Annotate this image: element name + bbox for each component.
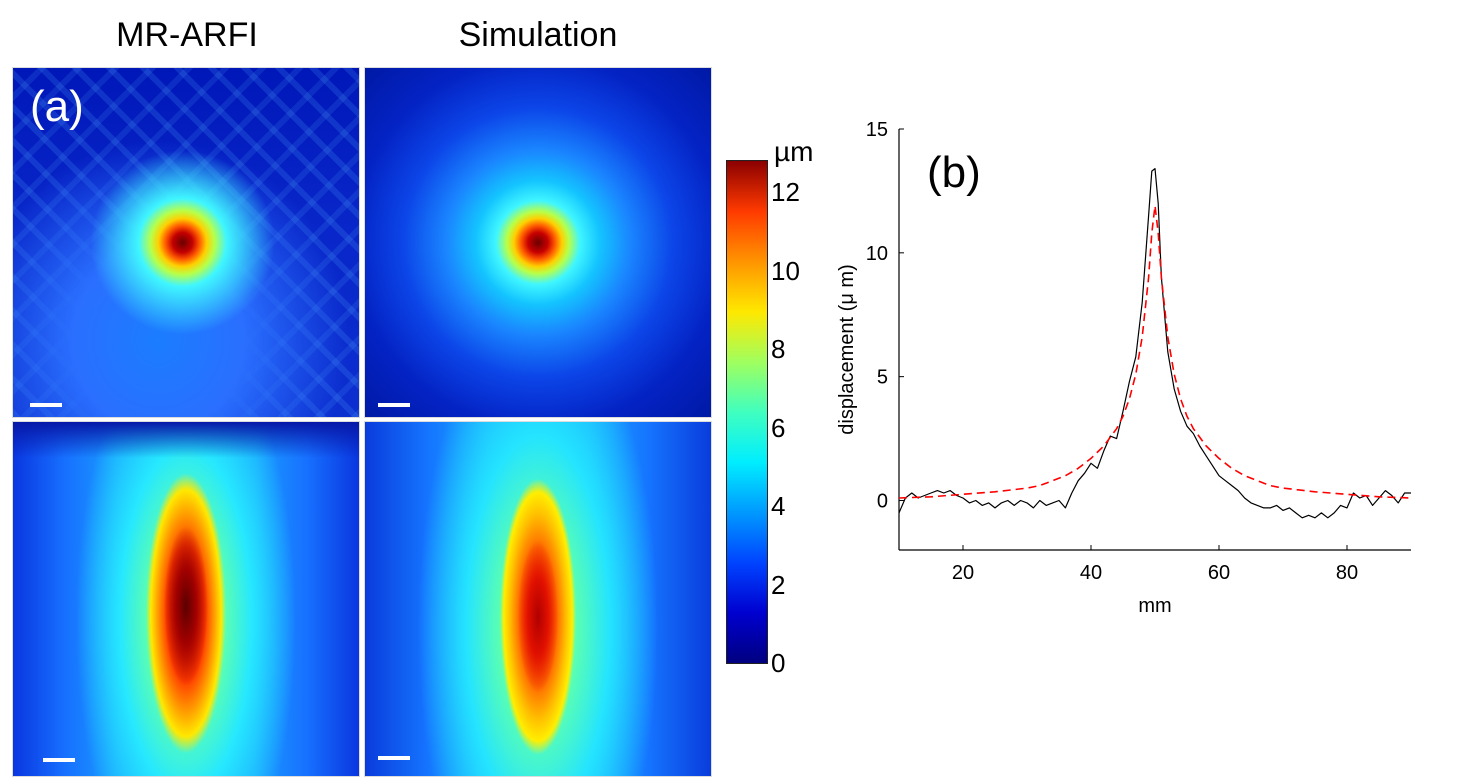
x-tick-label: 80	[1336, 562, 1358, 584]
y-tick-label: 10	[866, 243, 888, 265]
colorbar-tick-label: 4	[771, 491, 786, 522]
panel-label-a: (a)	[30, 82, 84, 131]
panel-label-b: (b)	[927, 148, 981, 197]
x-tick-label: 40	[1080, 562, 1102, 584]
colorbar-unit: µm	[774, 136, 814, 167]
y-tick-label: 15	[866, 119, 888, 141]
colorbar-tick-label: 0	[771, 648, 786, 678]
x-tick-label: 60	[1208, 562, 1230, 584]
series-line-mr-arfi	[898, 168, 1411, 519]
simulation-axial-map	[364, 67, 712, 418]
column-title-simulation: Simulation	[458, 16, 618, 54]
x-tick-label: 20	[952, 562, 974, 584]
colorbar-tick-label: 10	[771, 255, 800, 286]
colorbar	[726, 160, 768, 664]
simulation-longitudinal-map	[364, 421, 712, 777]
colorbar-tick-label: 12	[771, 177, 800, 208]
colorbar-tick-label: 6	[771, 412, 786, 443]
y-tick-label: 0	[877, 490, 888, 512]
scale-bar	[30, 403, 62, 407]
series-line-simulation	[898, 205, 1412, 499]
x-axis-label: mm	[1138, 595, 1171, 617]
column-title-mr-arfi: MR-ARFI	[116, 16, 258, 54]
scale-bar	[43, 758, 75, 762]
colorbar-tick-label: 8	[771, 334, 786, 365]
mr-arfi-longitudinal-map	[12, 421, 360, 777]
scale-bar	[378, 756, 410, 760]
mr-arfi-axial-map	[12, 67, 360, 418]
scale-bar	[378, 403, 410, 407]
y-tick-label: 5	[877, 367, 888, 389]
y-axis-label: displacement (μ m)	[836, 264, 858, 434]
colorbar-tick-label: 2	[771, 569, 786, 600]
